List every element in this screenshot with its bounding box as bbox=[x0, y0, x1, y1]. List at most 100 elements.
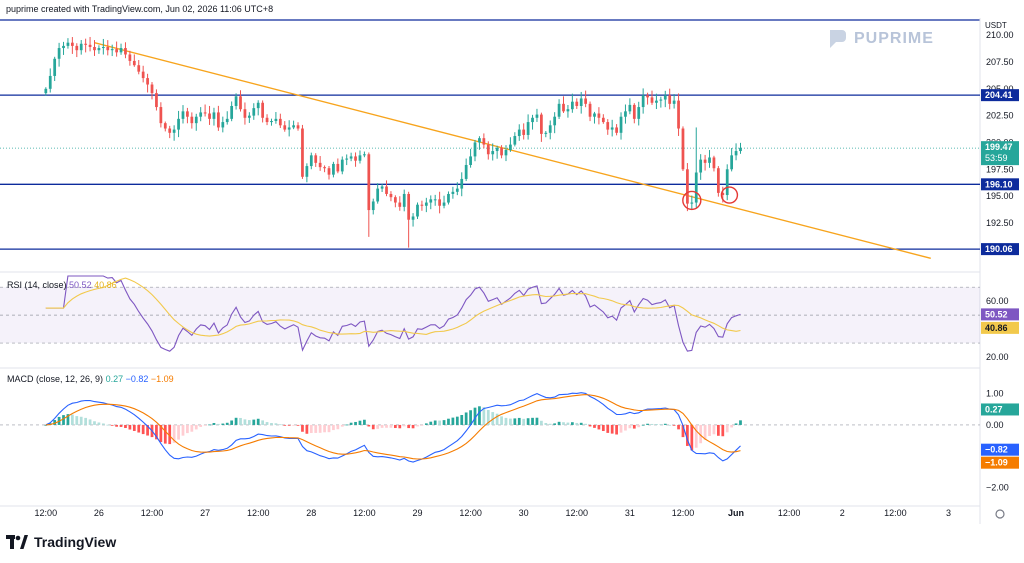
macd-hist-bar bbox=[212, 423, 216, 425]
rsi-legend[interactable]: RSI (14, close) 50.52 40.86 bbox=[7, 280, 117, 290]
candle-body bbox=[637, 107, 641, 119]
candle-body bbox=[469, 156, 472, 165]
macd-hist-bar bbox=[588, 424, 592, 427]
macd-hist-value: 0.27 bbox=[105, 374, 124, 384]
candle-body bbox=[155, 93, 158, 108]
macd-hist-bar bbox=[208, 424, 211, 426]
macd-hist-bar bbox=[225, 422, 229, 425]
macd-tick-label: −2.00 bbox=[986, 483, 1009, 493]
macd-hist-bar bbox=[393, 424, 397, 429]
macd-hist-bar bbox=[323, 424, 326, 433]
candle-body bbox=[460, 178, 464, 189]
macd-signal-value: −1.09 bbox=[150, 374, 174, 384]
macd-hist-bar bbox=[172, 424, 176, 443]
macd-hist-bar bbox=[495, 413, 499, 425]
macd-hist-bar bbox=[469, 410, 472, 425]
candle-body bbox=[725, 169, 729, 196]
macd-hist-bar bbox=[159, 424, 163, 443]
macd-hist-bar bbox=[663, 423, 667, 425]
candle-body bbox=[124, 48, 127, 55]
time-tick-label: 12:00 bbox=[459, 508, 482, 518]
macd-hist-bar bbox=[531, 417, 534, 425]
macd-hist-bar bbox=[305, 424, 309, 434]
candle-body bbox=[177, 118, 180, 130]
candle-body bbox=[150, 84, 154, 94]
macd-hist-bar bbox=[451, 417, 455, 425]
macd-hist-bar bbox=[163, 424, 167, 444]
macd-hist-bar bbox=[327, 424, 331, 433]
candle-body bbox=[163, 123, 167, 129]
candle-body bbox=[239, 96, 242, 110]
candle-body bbox=[708, 157, 711, 163]
macd-hist-bar bbox=[606, 424, 610, 433]
macd-hist-bar bbox=[137, 424, 141, 433]
candle-body bbox=[420, 204, 424, 206]
tradingview-footer[interactable]: TradingView bbox=[6, 534, 116, 550]
candle-body bbox=[734, 151, 738, 156]
candle-body bbox=[548, 125, 552, 133]
macd-hist-badge-label: 0.27 bbox=[985, 404, 1003, 414]
macd-hist-badge bbox=[981, 403, 1019, 416]
macd-hist-bar bbox=[287, 424, 291, 426]
candle-body bbox=[447, 193, 450, 203]
currency-label: USDT bbox=[985, 21, 1007, 30]
candle-body bbox=[234, 96, 238, 106]
low-highlight-circle bbox=[682, 190, 702, 211]
macd-hist-bar bbox=[199, 424, 203, 427]
macd-hist-bar bbox=[84, 417, 88, 425]
candle-body bbox=[252, 108, 256, 116]
macd-hist-bar bbox=[513, 418, 517, 425]
candle-body bbox=[287, 127, 291, 130]
rsi-value-badge bbox=[981, 308, 1019, 321]
macd-hist-bar bbox=[217, 423, 220, 425]
macd-hist-bar bbox=[398, 424, 402, 429]
macd-hist-bar bbox=[593, 424, 596, 428]
macd-hist-bar bbox=[721, 424, 725, 437]
candle-body bbox=[376, 188, 380, 202]
macd-hist-bar bbox=[44, 424, 48, 426]
macd-hist-bar bbox=[168, 424, 172, 445]
macd-hist-bar bbox=[93, 421, 96, 425]
candle-body bbox=[716, 168, 720, 193]
candle-body bbox=[615, 127, 618, 133]
candle-body bbox=[84, 43, 88, 45]
gear-icon-ring bbox=[995, 509, 1005, 519]
macd-hist-bar bbox=[239, 417, 242, 425]
rsi-badge-label: 50.52 bbox=[985, 309, 1008, 319]
candle-body bbox=[632, 104, 636, 119]
price-tick-label: 207.50 bbox=[986, 57, 1014, 67]
candle-body bbox=[429, 199, 433, 203]
macd-hist-bar bbox=[694, 424, 698, 448]
candle-body bbox=[314, 155, 318, 163]
candle-body bbox=[137, 65, 141, 72]
macd-hist-bar bbox=[119, 424, 123, 427]
macd-hist-bar bbox=[75, 416, 79, 425]
candle-body bbox=[473, 142, 477, 157]
macd-hist-bar bbox=[504, 417, 508, 425]
candle-body bbox=[478, 138, 481, 143]
candle-body bbox=[225, 118, 229, 123]
macd-hist-bar bbox=[274, 423, 278, 425]
macd-hist-bar bbox=[371, 424, 375, 430]
watermark-text: PUPRIME bbox=[854, 30, 934, 47]
macd-hist-bar bbox=[177, 424, 180, 440]
macd-title: MACD (close, 12, 26, 9) bbox=[7, 374, 104, 384]
candle-body bbox=[557, 103, 561, 117]
candle-body bbox=[101, 46, 105, 49]
macd-hist-bar bbox=[261, 420, 265, 425]
macd-legend[interactable]: MACD (close, 12, 26, 9) 0.27 −0.82 −1.09 bbox=[7, 374, 174, 384]
candle-body bbox=[363, 154, 366, 156]
macd-hist-bar bbox=[314, 424, 318, 433]
candle-body bbox=[66, 42, 70, 46]
macd-hist-bar bbox=[610, 424, 614, 434]
level-price-badge bbox=[981, 243, 1019, 256]
candle-body bbox=[389, 193, 393, 198]
candle-body bbox=[194, 116, 198, 124]
macd-hist-bar bbox=[110, 424, 114, 426]
time-tick-label: 12:00 bbox=[35, 508, 58, 518]
macd-hist-bar bbox=[509, 418, 512, 425]
macd-hist-bar bbox=[283, 424, 287, 426]
macd-hist-bar bbox=[624, 424, 627, 431]
price-tick-label: 202.50 bbox=[986, 111, 1014, 121]
rsi-value: 50.52 bbox=[69, 280, 92, 290]
